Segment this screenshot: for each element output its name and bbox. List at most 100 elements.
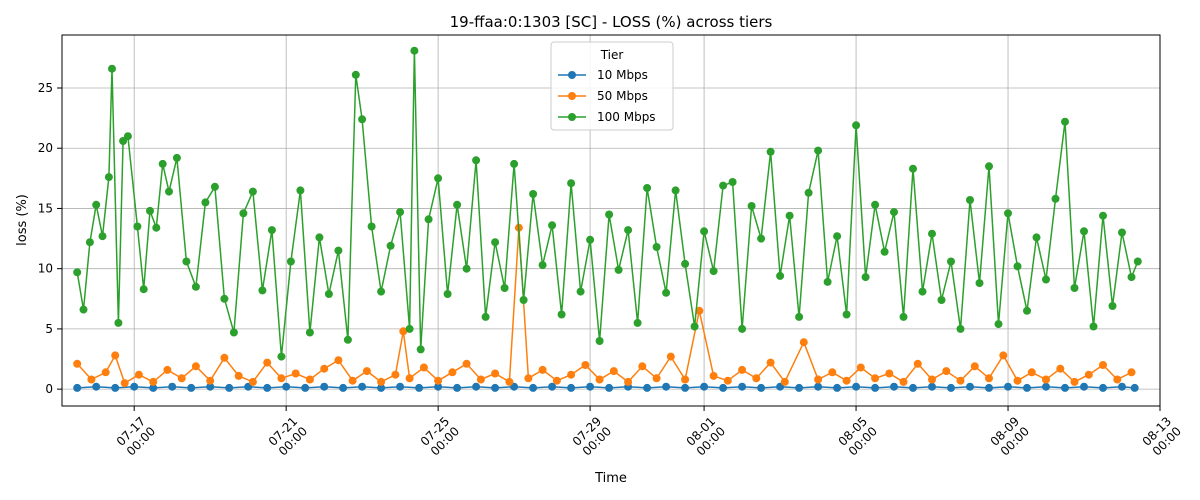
- data-point: [434, 376, 443, 385]
- data-point: [286, 257, 295, 266]
- data-point: [396, 382, 405, 391]
- data-point: [419, 363, 428, 372]
- data-point: [738, 382, 747, 391]
- data-point: [1127, 368, 1136, 377]
- data-point: [476, 375, 485, 384]
- data-point: [567, 370, 576, 379]
- data-point: [1108, 302, 1117, 310]
- data-point: [605, 383, 614, 392]
- data-point: [671, 186, 680, 195]
- data-point: [405, 324, 414, 333]
- data-point: [114, 318, 123, 327]
- data-point: [163, 365, 172, 374]
- y-axis-label: loss (%): [15, 194, 30, 246]
- data-point: [909, 164, 917, 173]
- data-point: [700, 227, 709, 236]
- data-point: [985, 374, 993, 383]
- data-point: [296, 186, 305, 195]
- data-point: [152, 223, 161, 232]
- data-point: [975, 279, 984, 288]
- data-point: [899, 312, 908, 321]
- data-point: [481, 312, 490, 321]
- data-point: [747, 202, 756, 210]
- data-point: [719, 383, 728, 392]
- data-point: [942, 367, 951, 376]
- data-point: [1099, 211, 1107, 220]
- data-point: [918, 287, 927, 296]
- data-point: [913, 359, 922, 368]
- data-point: [377, 377, 386, 386]
- data-point: [799, 338, 808, 347]
- data-point: [624, 226, 633, 235]
- data-point: [267, 226, 276, 235]
- data-point: [595, 375, 604, 384]
- data-point: [85, 238, 94, 247]
- data-point: [757, 234, 766, 243]
- data-point: [424, 215, 433, 224]
- data-point: [785, 211, 794, 220]
- data-point: [909, 383, 917, 392]
- series-100-mbps: [73, 46, 1142, 361]
- data-point: [552, 376, 561, 385]
- data-point: [966, 382, 974, 391]
- y-tick-label: 0: [45, 382, 53, 396]
- data-point: [416, 345, 425, 354]
- data-point: [120, 379, 129, 388]
- data-point: [362, 367, 371, 376]
- data-point: [410, 46, 419, 55]
- data-point: [172, 153, 181, 162]
- data-point: [681, 383, 690, 392]
- plot-frame: [61, 34, 1161, 407]
- data-point: [709, 267, 718, 276]
- data-point: [643, 184, 652, 192]
- data-point: [1023, 383, 1031, 392]
- data-point: [1023, 306, 1031, 315]
- data-point: [434, 382, 443, 391]
- data-point: [177, 374, 186, 383]
- data-point: [263, 383, 272, 392]
- data-point: [391, 370, 400, 379]
- data-point: [263, 358, 272, 367]
- data-point: [510, 159, 519, 168]
- data-point: [282, 382, 291, 391]
- data-point: [453, 200, 462, 209]
- data-point: [1113, 375, 1122, 384]
- y-tick-label: 15: [38, 201, 53, 215]
- data-point: [766, 147, 775, 156]
- data-point: [861, 273, 870, 282]
- data-point: [358, 382, 367, 391]
- data-point: [928, 375, 936, 384]
- data-point: [624, 377, 633, 386]
- data-point: [405, 374, 414, 383]
- data-point: [899, 377, 908, 386]
- data-point: [548, 221, 557, 230]
- data-point: [453, 383, 462, 392]
- data-point: [633, 318, 642, 327]
- series-10-mbps: [73, 382, 1139, 392]
- data-point: [187, 383, 196, 392]
- data-point: [738, 324, 747, 333]
- data-point: [206, 382, 215, 391]
- data-point: [168, 382, 177, 391]
- data-point: [472, 382, 481, 391]
- data-point: [1032, 233, 1041, 242]
- data-point: [928, 382, 936, 391]
- data-point: [614, 265, 623, 274]
- data-point: [239, 209, 248, 218]
- data-point: [334, 356, 343, 365]
- data-point: [277, 352, 286, 361]
- data-point: [828, 368, 837, 377]
- data-point: [652, 374, 661, 383]
- data-point: [434, 174, 443, 183]
- data-point: [709, 371, 718, 380]
- data-point: [301, 383, 310, 392]
- data-point: [638, 362, 647, 371]
- data-point: [937, 296, 946, 304]
- data-point: [814, 375, 823, 384]
- data-point: [133, 222, 142, 231]
- data-point: [890, 208, 898, 217]
- data-point: [999, 351, 1008, 360]
- data-point: [73, 268, 82, 277]
- data-point: [191, 282, 200, 291]
- data-point: [1070, 377, 1079, 386]
